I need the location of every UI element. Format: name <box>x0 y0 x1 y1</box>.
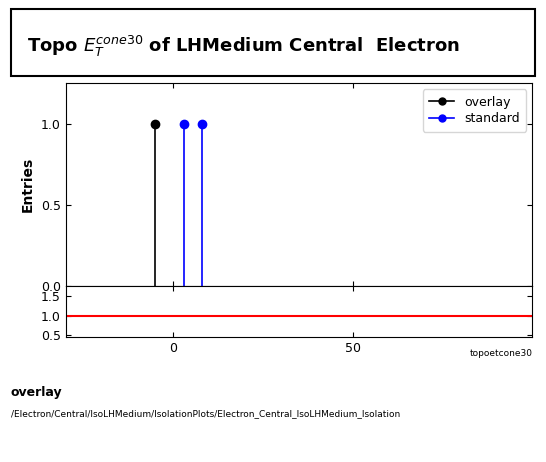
Text: Topo $E_T^{cone30}$ of LHMedium Central  Electron: Topo $E_T^{cone30}$ of LHMedium Central … <box>27 34 460 59</box>
Text: topoetcone30: topoetcone30 <box>470 349 532 358</box>
Legend: overlay, standard: overlay, standard <box>423 90 526 132</box>
Text: overlay: overlay <box>11 386 63 399</box>
Text: /Electron/Central/IsoLHMedium/IsolationPlots/Electron_Central_IsoLHMedium_Isolat: /Electron/Central/IsoLHMedium/IsolationP… <box>11 409 400 418</box>
Y-axis label: Entries: Entries <box>21 157 35 213</box>
